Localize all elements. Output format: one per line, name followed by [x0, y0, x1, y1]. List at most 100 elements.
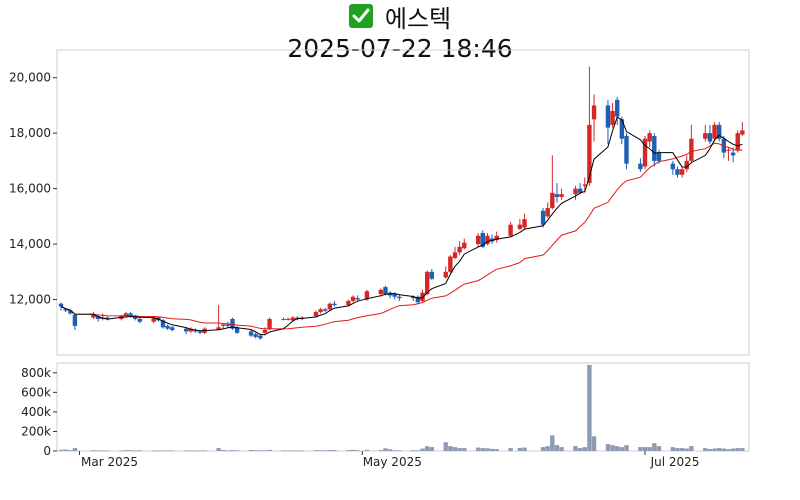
candle-body	[703, 133, 708, 139]
volume-bar	[670, 447, 676, 451]
candle-body	[642, 138, 648, 167]
candle-body	[392, 294, 397, 297]
candle-body	[424, 271, 430, 294]
volume-bar	[285, 450, 291, 452]
volume-bar	[91, 450, 96, 452]
candle-body	[378, 289, 384, 294]
volume-bar	[675, 448, 680, 451]
chart-title-line: 에스텍	[0, 0, 800, 33]
volume-tick-label: 0	[43, 444, 51, 458]
price-axis: 12,000 14,000 16,000 18,000 20,000	[9, 71, 57, 307]
volume-bar	[545, 446, 550, 451]
candle-body	[656, 152, 662, 161]
candle-body	[350, 296, 356, 301]
volume-bar	[160, 450, 166, 452]
volume-bar	[721, 448, 727, 451]
volume-bar	[327, 450, 333, 451]
candle-body	[137, 318, 142, 322]
volume-bar	[119, 450, 124, 452]
candle-body	[452, 252, 458, 258]
volume-bar	[323, 450, 328, 452]
volume-bar	[383, 448, 388, 451]
candle-body	[170, 327, 175, 331]
candle-body	[638, 163, 643, 170]
volume-bar	[299, 450, 305, 452]
volume-bar	[258, 450, 263, 452]
candle-body	[716, 124, 722, 139]
candles	[58, 66, 745, 340]
volume-bar	[151, 450, 156, 452]
candle-body	[346, 300, 351, 306]
candle-body	[285, 318, 291, 320]
candle-body	[494, 235, 499, 240]
volume-bar	[313, 450, 319, 452]
candle-body	[587, 124, 592, 184]
volume-axis: 0 200k 400k 600k 800k	[21, 366, 57, 458]
candle-body	[313, 312, 319, 317]
volume-bars	[58, 364, 745, 452]
candle-body	[573, 188, 578, 195]
price-tick-label: 12,000	[9, 293, 51, 307]
candle-body	[105, 317, 110, 319]
volume-bar	[615, 446, 620, 451]
volume-bar	[156, 450, 161, 452]
candle-body	[91, 314, 96, 318]
volume-bar	[170, 450, 175, 452]
volume-bar	[735, 448, 740, 451]
volume-bar	[712, 448, 717, 451]
volume-bar	[411, 450, 416, 452]
volume-bar	[295, 450, 300, 452]
candle-body	[684, 160, 689, 170]
volume-bar	[638, 447, 643, 451]
chart-title: 에스텍	[384, 4, 452, 33]
candle-body	[559, 194, 564, 197]
candle-body	[281, 318, 286, 320]
volume-bar	[95, 450, 101, 452]
volume-bar	[689, 446, 694, 451]
volume-bar	[517, 447, 523, 451]
volume-bar	[318, 450, 323, 451]
candle-body	[740, 130, 745, 135]
candle-body	[540, 210, 546, 225]
volume-bar	[730, 448, 736, 451]
candle-body	[63, 309, 68, 311]
volume-bar	[230, 450, 235, 451]
volume-bar	[577, 448, 583, 451]
volume-bar	[462, 448, 467, 451]
candle-body	[68, 310, 73, 314]
volume-bar	[420, 448, 425, 451]
volume-panel: 0 200k 400k 600k 800k	[21, 362, 750, 458]
volume-bar	[221, 450, 226, 451]
candle-body	[193, 330, 198, 332]
volume-bar	[58, 449, 64, 451]
candle-body	[517, 224, 523, 229]
volume-bar	[397, 450, 402, 452]
candle-body	[591, 105, 597, 120]
candle-body	[225, 324, 231, 326]
volume-bar	[559, 447, 564, 451]
candle-body	[730, 152, 736, 156]
volume-bar	[193, 450, 198, 452]
volume-bar	[364, 449, 370, 451]
volume-bar	[703, 448, 708, 451]
candle-body	[647, 133, 652, 142]
volume-bar	[332, 450, 337, 451]
candle-body	[132, 316, 138, 319]
candle-body	[188, 328, 193, 332]
volume-bar	[726, 449, 731, 451]
volume-bar	[63, 449, 68, 451]
volume-bar	[647, 447, 652, 451]
volume-bar	[68, 450, 73, 451]
candle-body	[160, 320, 166, 328]
volume-bar	[387, 449, 393, 451]
candle-body	[462, 242, 467, 249]
candle-body	[624, 135, 629, 164]
volume-bar	[587, 364, 592, 451]
volume-bar	[679, 448, 685, 451]
volume-bar	[443, 442, 448, 451]
volume-tick-label: 200k	[21, 424, 51, 438]
volume-bar	[582, 447, 587, 451]
candle-body	[670, 163, 676, 170]
candle-body	[123, 313, 129, 317]
volume-bar	[457, 448, 462, 451]
